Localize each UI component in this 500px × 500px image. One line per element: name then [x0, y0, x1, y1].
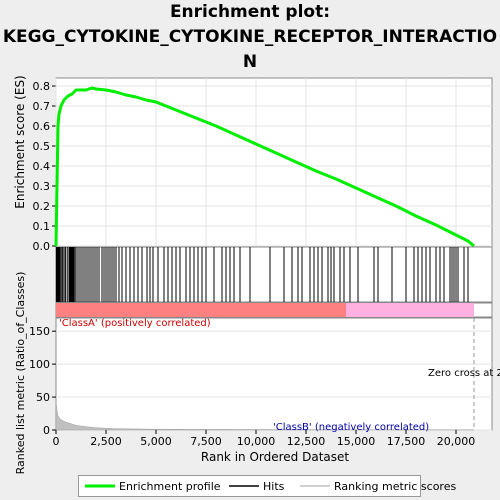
metric-ytick-label: 150 — [29, 325, 50, 338]
es-panel: 0.0 0.1 0.2 0.3 0.4 0.5 0.6 0.7 0.8 — [33, 77, 493, 253]
chart-svg: 0.0 0.1 0.2 0.3 0.4 0.5 0.6 0.7 0.8 0 50 100 150 0 2,… — [13, 75, 500, 475]
classB-band — [346, 303, 474, 317]
metric-plot-area — [55, 317, 493, 431]
x-tick-label: 7,500 — [190, 435, 222, 448]
metric-ytick-label: 100 — [29, 358, 50, 371]
es-ytick-label: 0.2 — [33, 200, 51, 213]
x-tick-label: 5,000 — [140, 435, 172, 448]
ranking-metric-area — [55, 400, 475, 431]
class-band-panel — [55, 302, 493, 318]
x-tick-label: 12,500 — [287, 435, 326, 448]
metric-ylabel: Ranked list metric (Ratio_of_Classes) — [14, 272, 27, 475]
enrichment-profile-line — [54, 86, 475, 248]
classB-label: 'ClassB' (negatively correlated) — [273, 422, 429, 433]
zero-cross-label: Zero cross at 2 — [428, 368, 500, 379]
es-ytick-label: 0.6 — [33, 120, 51, 133]
legend-item-metric: Ranking metric scores — [334, 480, 457, 493]
metric-panel: 0 50 100 150 0 2,500 5,000 7,500 10,000 12,500 15,… — [29, 317, 493, 448]
chart-title-line1: Enrichment plot: — [169, 2, 331, 22]
x-tick-label: 2,500 — [90, 435, 122, 448]
classA-label: 'ClassA' (positively correlated) — [59, 318, 211, 329]
metric-ytick-label: 0 — [43, 424, 50, 437]
legend: Enrichment profile Hits Ranking metric s… — [78, 475, 456, 497]
x-tick-label: 17,500 — [387, 435, 426, 448]
x-tick-label: 15,000 — [337, 435, 376, 448]
es-ylabel: Enrichment score (ES) — [13, 75, 27, 208]
x-axis-label: Rank in Ordered Dataset — [201, 450, 349, 464]
classA-band — [56, 303, 346, 317]
x-tick-label: 10,000 — [237, 435, 276, 448]
legend-item-hits: Hits — [263, 480, 285, 493]
hits-panel — [55, 246, 493, 303]
es-ytick-label: 0.5 — [33, 140, 51, 153]
metric-ytick-label: 50 — [36, 391, 50, 404]
es-ytick-label: 0.4 — [33, 160, 51, 173]
chart-title-line2: KEGG_CYTOKINE_CYTOKINE_RECEPTOR_INTERACT… — [2, 27, 498, 47]
legend-item-profile: Enrichment profile — [119, 480, 221, 493]
es-ytick-label: 0.7 — [33, 100, 51, 113]
x-tick-label: 0 — [53, 435, 60, 448]
es-ytick-label: 0.3 — [33, 180, 51, 193]
es-ytick-label: 0.0 — [33, 240, 51, 253]
chart-title-line3: N — [242, 52, 258, 72]
es-ytick-label: 0.8 — [33, 80, 51, 93]
x-tick-label: 20,000 — [437, 435, 476, 448]
es-ytick-label: 0.1 — [33, 220, 51, 233]
hits-area — [55, 246, 493, 303]
